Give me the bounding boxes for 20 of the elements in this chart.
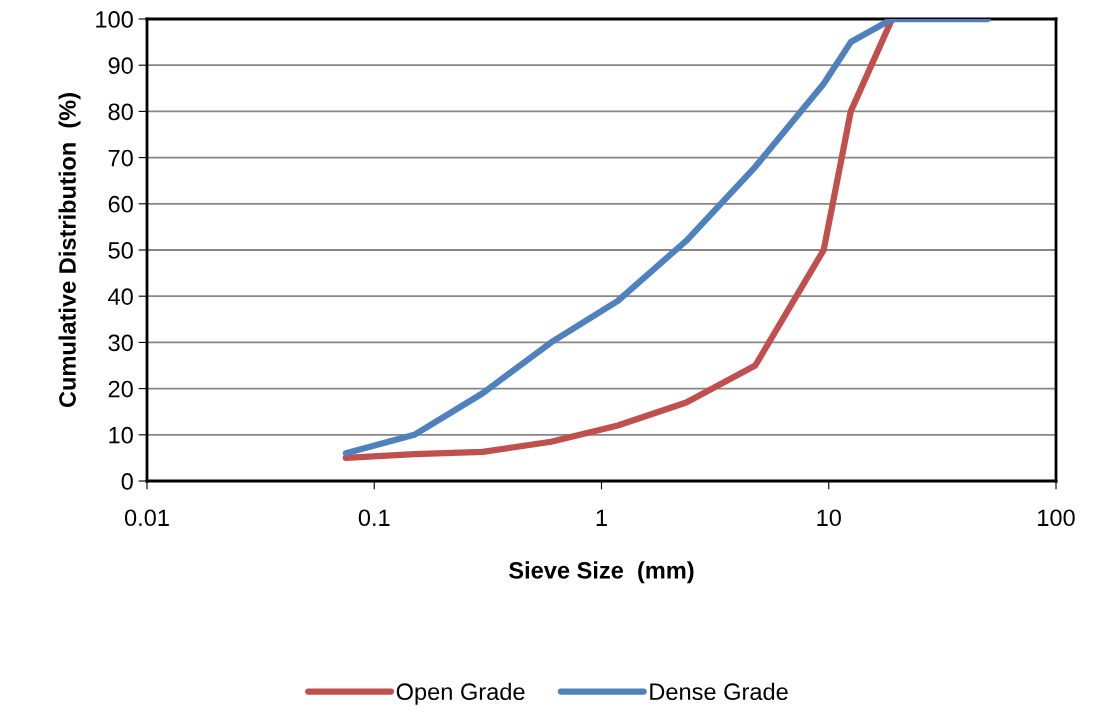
y-tick-label: 50 <box>108 242 133 259</box>
x-tick-label: 0.01 <box>124 509 169 527</box>
x-tick-label: 10 <box>817 509 841 527</box>
x-tick-label: 100 <box>1038 509 1075 527</box>
x-tick-label: 1 <box>596 509 607 526</box>
y-tick-label: 0 <box>121 473 133 490</box>
y-tick-label: 60 <box>108 195 133 213</box>
y-tick-label: 20 <box>108 380 133 398</box>
y-tick-label: 40 <box>108 288 133 305</box>
x-tick-label: 0.1 <box>358 509 390 527</box>
x-axis-title: Sieve Size (mm) <box>509 561 694 584</box>
y-tick-label: 10 <box>109 426 133 444</box>
y-tick-label: 90 <box>108 57 133 74</box>
y-axis-title: Cumulative Distribution (%) <box>58 93 81 408</box>
y-tick-label: 70 <box>108 149 133 167</box>
legend-label: Open Grade <box>396 682 525 705</box>
y-tick-label: 80 <box>108 103 133 121</box>
y-tick-label: 100 <box>96 11 133 28</box>
legend-label: Dense Grade <box>650 682 788 701</box>
y-tick-label: 30 <box>108 334 133 352</box>
